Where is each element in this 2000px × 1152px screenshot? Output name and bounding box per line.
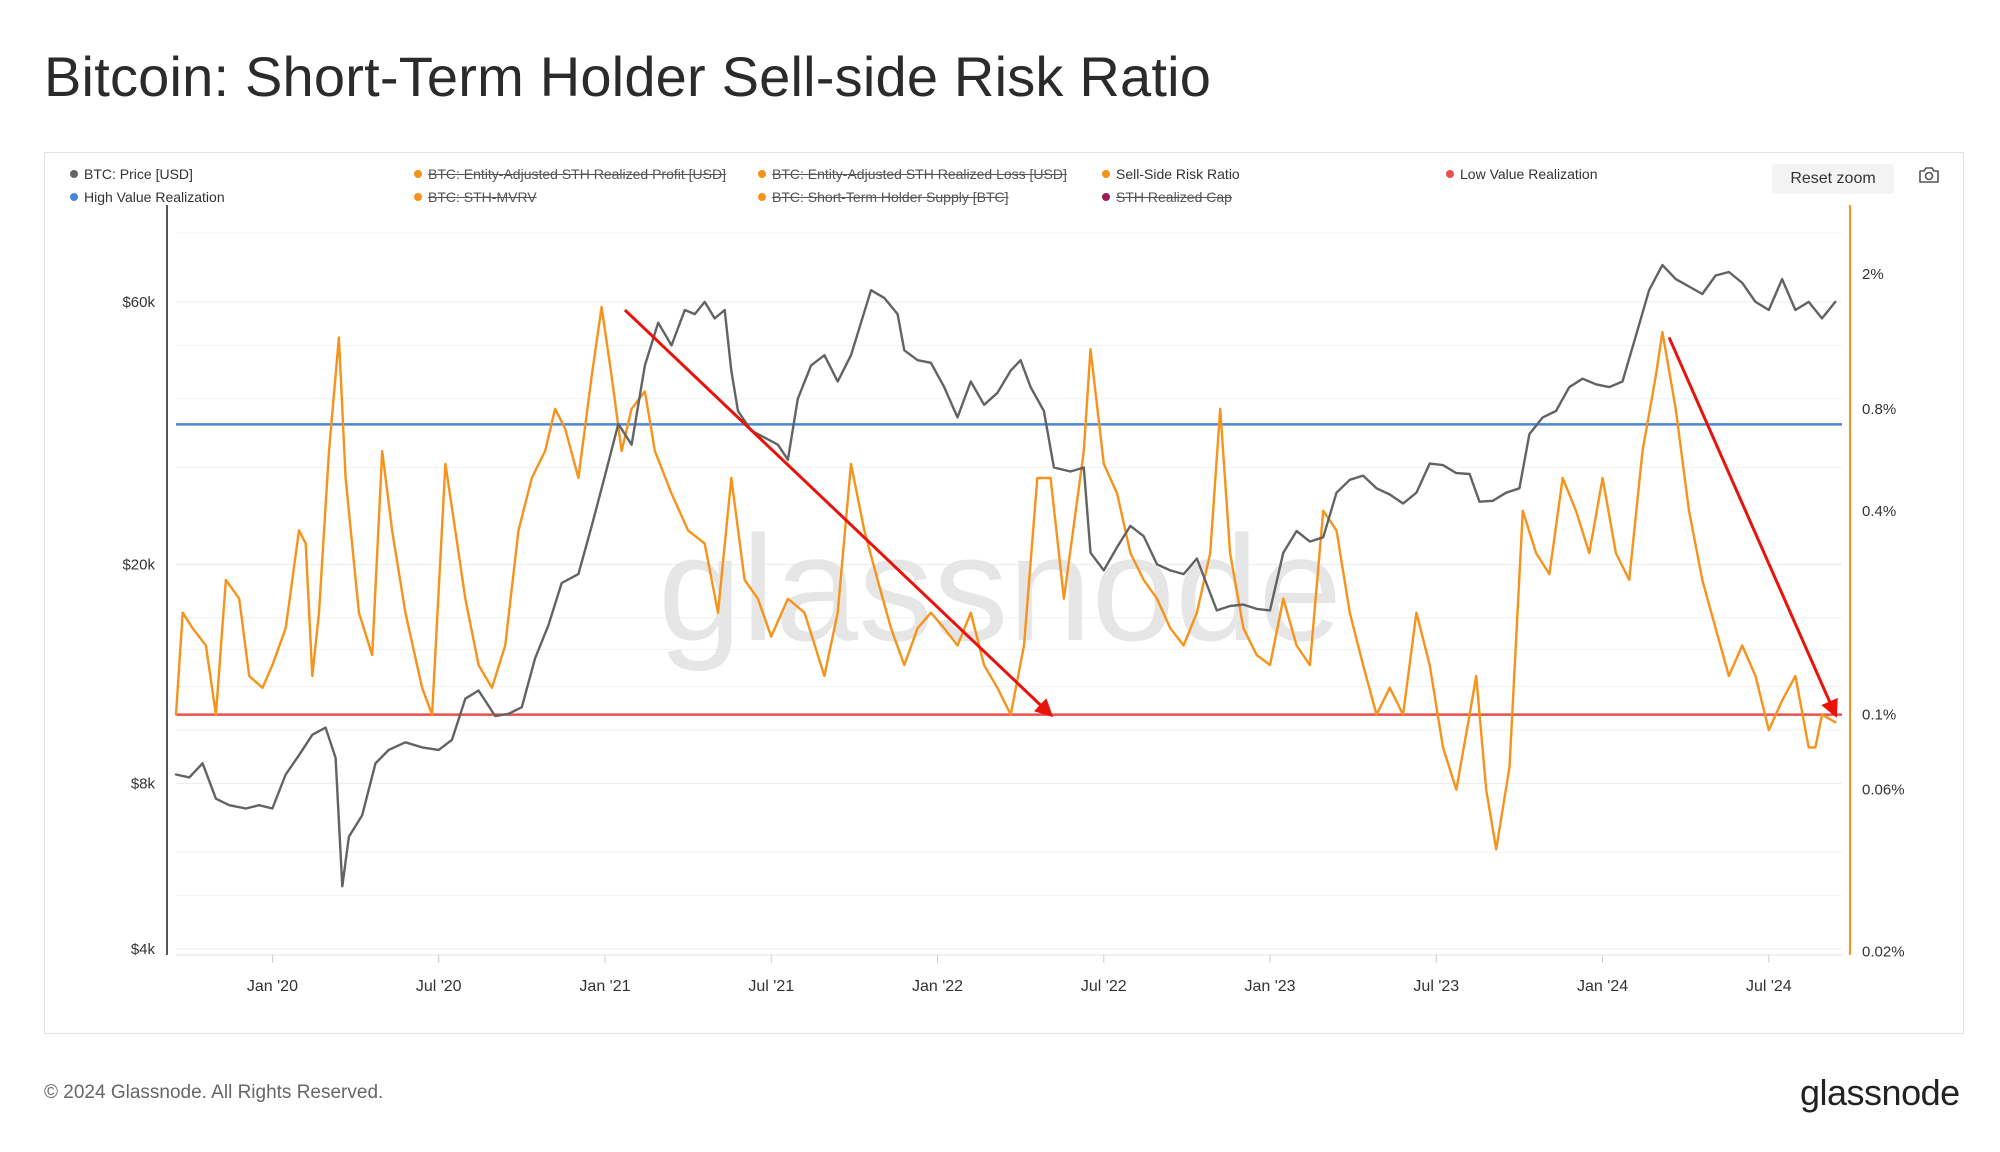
chart-frame xyxy=(44,152,1964,1034)
legend-label: Low Value Realization xyxy=(1460,166,1598,182)
legend-dot-icon xyxy=(414,193,422,201)
legend-label: High Value Realization xyxy=(84,189,225,205)
legend-label: STH Realized Cap xyxy=(1116,189,1232,205)
legend-item-sth-supply[interactable]: BTC: Short-Term Holder Supply [BTC] xyxy=(758,189,1009,205)
legend-dot-icon xyxy=(414,170,422,178)
legend-item-btc-price[interactable]: BTC: Price [USD] xyxy=(70,166,193,182)
legend-label: BTC: Price [USD] xyxy=(84,166,193,182)
legend-dot-icon xyxy=(70,193,78,201)
glassnode-logo: glassnode xyxy=(1800,1072,1960,1113)
legend-label: Sell-Side Risk Ratio xyxy=(1116,166,1240,182)
legend-dot-icon xyxy=(758,170,766,178)
legend-dot-icon xyxy=(1102,193,1110,201)
legend-label: BTC: Entity-Adjusted STH Realized Loss [… xyxy=(772,166,1067,182)
reset-zoom-button[interactable]: Reset zoom xyxy=(1772,164,1894,194)
legend-item-low-value-realization[interactable]: Low Value Realization xyxy=(1446,166,1598,182)
chart-legend: BTC: Price [USD] BTC: Entity-Adjusted ST… xyxy=(44,162,1964,212)
legend-label: BTC: STH-MVRV xyxy=(428,189,537,205)
legend-dot-icon xyxy=(1446,170,1454,178)
legend-item-sell-side-risk-ratio[interactable]: Sell-Side Risk Ratio xyxy=(1102,166,1240,182)
legend-item-sth-realized-loss[interactable]: BTC: Entity-Adjusted STH Realized Loss [… xyxy=(758,166,1067,182)
camera-icon[interactable] xyxy=(1918,166,1940,184)
legend-label: BTC: Short-Term Holder Supply [BTC] xyxy=(772,189,1009,205)
legend-label: BTC: Entity-Adjusted STH Realized Profit… xyxy=(428,166,726,182)
legend-item-sth-realized-cap[interactable]: STH Realized Cap xyxy=(1102,189,1232,205)
legend-item-sth-mvrv[interactable]: BTC: STH-MVRV xyxy=(414,189,537,205)
page-title: Bitcoin: Short-Term Holder Sell-side Ris… xyxy=(44,45,1212,108)
legend-dot-icon xyxy=(758,193,766,201)
copyright-footer: © 2024 Glassnode. All Rights Reserved. xyxy=(44,1082,384,1103)
legend-item-high-value-realization[interactable]: High Value Realization xyxy=(70,189,225,205)
legend-dot-icon xyxy=(70,170,78,178)
legend-dot-icon xyxy=(1102,170,1110,178)
legend-item-sth-realized-profit[interactable]: BTC: Entity-Adjusted STH Realized Profit… xyxy=(414,166,726,182)
